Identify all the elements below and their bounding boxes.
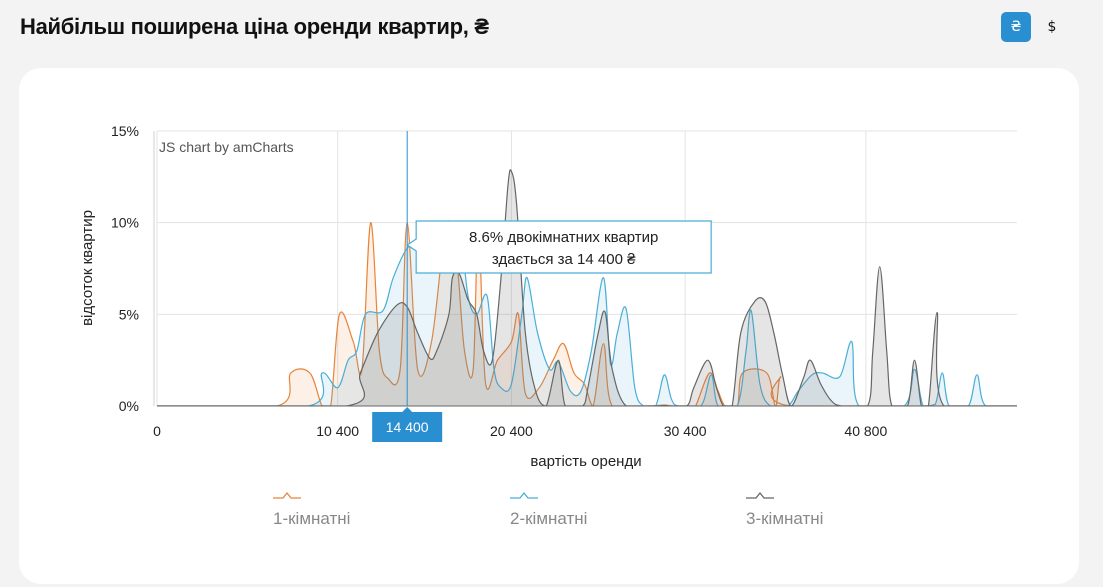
series-area [157, 220, 1017, 406]
legend: 1-кімнатні 2-кімнатні 3-кімнатні [273, 491, 823, 528]
cursor-layer: 14 400 8.6% двокімнатних квартир здається … [372, 131, 712, 442]
y-tick-label: 10% [111, 215, 139, 231]
legend-marker [746, 491, 774, 499]
x-tick-label: 40 800 [844, 423, 887, 439]
chart-card: 0% 5% 10% 15% 0 10 400 20 400 30 400 40 800 JS c… [19, 68, 1079, 584]
x-tick-label: 30 400 [664, 423, 707, 439]
x-axis-label: вартість оренди [530, 453, 641, 470]
y-axis-label: відсоток квартир [79, 210, 96, 326]
legend-label: 1-кімнатні [273, 509, 350, 528]
cursor-x-label-box [372, 412, 443, 442]
tooltip-box [406, 220, 712, 274]
series-area [157, 221, 1017, 406]
legend-item-2[interactable]: 2-кімнатні [510, 491, 587, 528]
tooltip-line-1: 8.6% двокімнатних квартир [469, 229, 658, 246]
y-tick-label: 0% [119, 398, 139, 414]
legend-marker [510, 491, 538, 499]
tooltip: 8.6% двокімнатних квартир здається за 14 … [406, 220, 712, 274]
axes: 0% 5% 10% 15% 0 10 400 20 400 30 400 40 800 [111, 123, 1017, 439]
series-layer [157, 169, 1017, 406]
x-tick-label: 0 [153, 423, 161, 439]
y-tick-label: 5% [119, 306, 139, 322]
series-line [157, 169, 1017, 406]
amcharts-credit[interactable]: JS chart by amCharts [159, 139, 294, 155]
tooltip-line-2: здається за 14 400 ₴ [492, 251, 636, 268]
legend-label: 2-кімнатні [510, 509, 587, 528]
cursor-x-label: 14 400 [386, 419, 429, 435]
x-tick-label: 20 400 [490, 423, 533, 439]
page-title: Найбільш поширена ціна оренди квартир, ₴ [20, 14, 489, 39]
legend-label: 3-кімнатні [746, 509, 823, 528]
legend-item-1[interactable]: 1-кімнатні [273, 491, 350, 528]
cursor-x-label-pointer [402, 407, 413, 412]
series-3[interactable] [157, 169, 1017, 406]
y-tick-label: 15% [111, 123, 139, 139]
currency-usd-button[interactable]: $ [1037, 12, 1067, 42]
x-tick-label: 10 400 [316, 423, 359, 439]
legend-item-3[interactable]: 3-кімнатні [746, 491, 823, 528]
price-distribution-chart[interactable]: 0% 5% 10% 15% 0 10 400 20 400 30 400 40 800 JS c… [19, 68, 1079, 584]
legend-marker [273, 491, 301, 499]
currency-uah-button[interactable]: ₴ [1001, 12, 1031, 42]
currency-switcher: ₴ $ [1001, 12, 1067, 42]
series-area [157, 169, 1017, 406]
